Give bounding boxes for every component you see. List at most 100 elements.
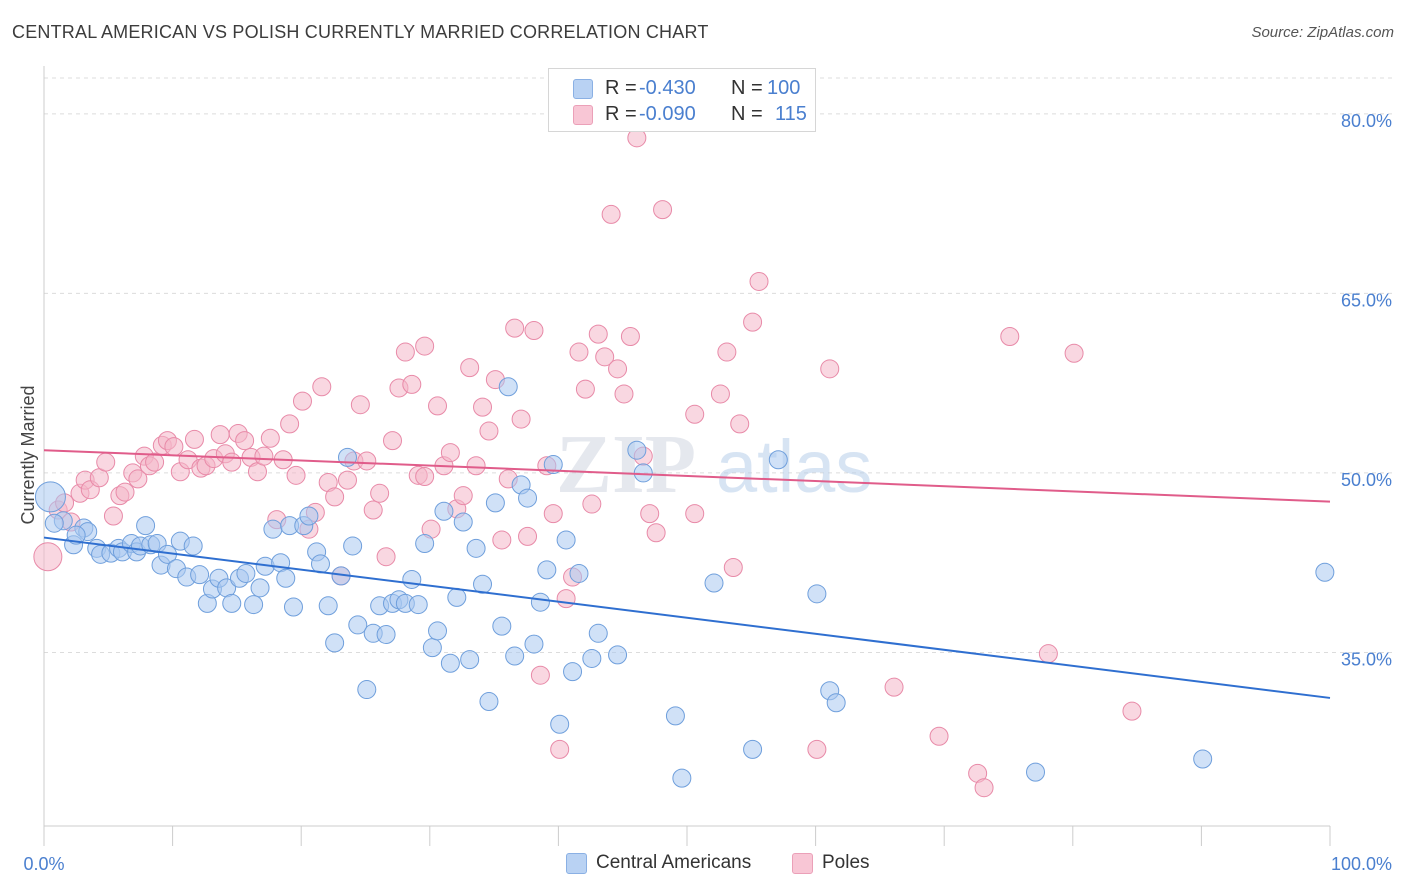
central-americans-point <box>505 646 525 666</box>
legend-row-central-americans: R = -0.430 N = 100 <box>549 75 815 101</box>
poles-trend-line <box>43 449 1331 503</box>
central-americans-point <box>768 450 788 470</box>
legend-label: Central Americans <box>596 852 752 873</box>
poles-point <box>646 523 666 543</box>
central-americans-point <box>1193 749 1213 769</box>
poles-point <box>543 504 563 524</box>
central-americans-point <box>348 615 368 635</box>
central-americans-point <box>434 501 454 521</box>
central-americans-point <box>183 536 203 556</box>
poles-point <box>280 414 300 434</box>
poles-point <box>1064 343 1084 363</box>
central-americans-point <box>563 662 583 682</box>
central-americans-point <box>250 578 270 598</box>
poles-point <box>337 470 357 490</box>
poles-point <box>620 326 640 346</box>
central-americans-point <box>556 530 576 550</box>
poles-point <box>357 451 377 471</box>
central-americans-point <box>66 525 86 545</box>
central-americans-point <box>743 739 763 759</box>
poles-point <box>730 414 750 434</box>
poles-point <box>717 342 737 362</box>
central-americans-point <box>518 488 538 508</box>
poles-point <box>524 321 544 341</box>
central-americans-point <box>530 592 550 612</box>
watermark-atlas: atlas <box>716 425 872 508</box>
central-americans-point <box>826 693 846 713</box>
central-americans-point <box>44 513 64 533</box>
poles-point <box>145 452 165 472</box>
central-americans-point <box>376 625 396 645</box>
poles-point <box>479 421 499 441</box>
poles-point <box>460 358 480 378</box>
poles-point <box>749 271 769 291</box>
central-americans-point <box>479 692 499 712</box>
poles-point <box>473 397 493 417</box>
poles-point <box>595 347 615 367</box>
central-americans-point <box>588 623 608 643</box>
y-tick-label: 80.0% <box>1341 111 1392 131</box>
poles-point <box>820 359 840 379</box>
central-americans-point <box>447 587 467 607</box>
central-americans-point <box>263 519 283 539</box>
poles-point <box>33 542 63 572</box>
central-americans-point <box>543 455 563 475</box>
central-americans-point <box>422 638 442 658</box>
legend-swatch-pink <box>792 853 813 874</box>
central-americans-point <box>627 440 647 460</box>
axes <box>43 66 1331 846</box>
poles-point <box>164 437 184 457</box>
central-americans-point <box>136 516 156 536</box>
central-americans-point <box>276 568 296 588</box>
central-americans-point <box>325 633 345 653</box>
poles-point <box>312 377 332 397</box>
poles-point <box>601 204 621 224</box>
central-americans-point <box>343 536 363 556</box>
central-americans-point <box>428 621 448 641</box>
central-americans-point <box>1026 762 1046 782</box>
poles-point <box>350 395 370 415</box>
x-tick-label: 0.0% <box>23 854 64 874</box>
central-americans-point <box>608 645 628 665</box>
central-americans-point <box>569 563 589 583</box>
y-tick-label: 50.0% <box>1341 470 1392 490</box>
poles-point <box>614 384 634 404</box>
central-americans-point <box>665 706 685 726</box>
legend-r-label: R = <box>605 103 637 125</box>
central-americans-trend-line <box>43 536 1331 699</box>
poles-point <box>128 469 148 489</box>
poles-point <box>415 336 435 356</box>
legend-r-value: -0.090 <box>639 103 696 125</box>
y-tick-label: 35.0% <box>1341 649 1392 669</box>
central-americans-point <box>408 595 428 615</box>
poles-point <box>653 200 673 220</box>
poles-point <box>492 530 512 550</box>
poles-point <box>556 589 576 609</box>
central-americans-point <box>550 714 570 734</box>
central-americans-point <box>672 768 692 788</box>
poles-point <box>415 467 435 487</box>
legend-swatch-blue <box>566 853 587 874</box>
legend-n-label: N = <box>731 77 763 99</box>
poles-point <box>325 487 345 507</box>
poles-point <box>370 483 390 503</box>
poles-point <box>530 665 550 685</box>
poles-point <box>518 526 538 546</box>
central-americans-point <box>460 650 480 670</box>
poles-point <box>807 739 827 759</box>
legend-r-value: -0.430 <box>639 77 696 99</box>
poles-point <box>363 500 383 520</box>
poles-point <box>575 379 595 399</box>
poles-point <box>395 342 415 362</box>
poles-point <box>1038 644 1058 664</box>
central-americans-point <box>440 653 460 673</box>
chart-source: Source: ZipAtlas.com <box>1251 24 1394 41</box>
legend-n-value: 115 <box>775 103 807 125</box>
poles-point <box>608 359 628 379</box>
poles-point <box>582 494 602 514</box>
legend-n-label: N = <box>731 103 763 125</box>
poles-point <box>428 396 448 416</box>
poles-point <box>383 431 403 451</box>
poles-point <box>1000 326 1020 346</box>
